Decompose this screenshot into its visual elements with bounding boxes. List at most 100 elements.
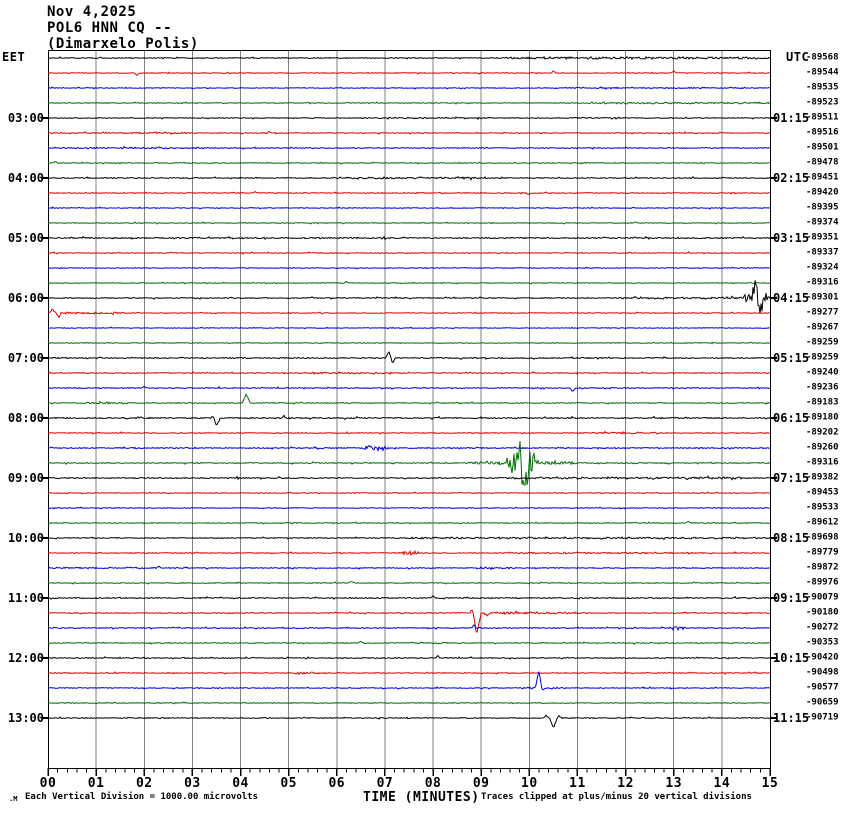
x-tick-label: 04 bbox=[232, 776, 249, 791]
trace-row-0745 bbox=[47, 393, 770, 405]
trace-offset-label: -89511 bbox=[806, 112, 839, 123]
trace-row-1215 bbox=[48, 671, 770, 676]
trace-offset-label: -89180 bbox=[806, 412, 839, 423]
x-tick-label: 00 bbox=[39, 776, 57, 791]
trace-row-1200 bbox=[47, 655, 771, 660]
trace-offset-label: -89267 bbox=[806, 322, 839, 333]
trace-offset-label: -89316 bbox=[806, 277, 839, 288]
trace-row-0545 bbox=[47, 280, 770, 285]
trace-offset-label: -89277 bbox=[806, 307, 839, 318]
trace-offset-label: -89453 bbox=[806, 487, 839, 498]
trace-offset-label: -89301 bbox=[806, 292, 839, 303]
trace-offset-label: -89533 bbox=[806, 502, 839, 513]
trace-row-0200 bbox=[47, 55, 771, 61]
trace-offset-label: -89382 bbox=[806, 472, 839, 483]
trace-offset-label: -89395 bbox=[806, 202, 839, 213]
x-tick-label: 06 bbox=[328, 776, 346, 791]
trace-offset-label: -89236 bbox=[806, 382, 839, 393]
eet-hour-label: 11:00 bbox=[7, 591, 44, 605]
trace-row-0430 bbox=[47, 206, 770, 210]
right-axis-header: UTC bbox=[786, 50, 810, 64]
utc-hour-label: 01:15 bbox=[773, 111, 810, 125]
micro-symbol: .M bbox=[9, 795, 18, 803]
trace-offset-label: -89568 bbox=[806, 52, 839, 63]
eet-hour-label: 07:00 bbox=[7, 351, 44, 365]
x-tick-label: 10 bbox=[521, 776, 538, 791]
x-tick-label: 15 bbox=[761, 776, 779, 791]
trace-offset-label: -90719 bbox=[806, 712, 839, 723]
trace-offset-label: -89316 bbox=[806, 457, 839, 468]
trace-row-0500 bbox=[47, 235, 771, 241]
trace-offset-label: -90272 bbox=[806, 622, 839, 633]
trace-offset-label: -90180 bbox=[806, 607, 839, 618]
trace-offset-label: -89324 bbox=[806, 262, 839, 273]
trace-row-0700 bbox=[47, 351, 771, 364]
title-station: POL6 HNN CQ -- bbox=[47, 20, 173, 36]
trace-row-1300 bbox=[47, 714, 771, 728]
trace-offset-label: -89523 bbox=[806, 97, 839, 108]
trace-row-0215 bbox=[47, 70, 771, 76]
eet-hour-label: 04:00 bbox=[7, 171, 44, 185]
trace-row-1115 bbox=[47, 609, 771, 634]
title-location: (Dimarxelo Polis) bbox=[47, 36, 199, 52]
trace-row-1145 bbox=[47, 640, 771, 645]
trace-row-1130 bbox=[48, 624, 771, 632]
trace-row-0845 bbox=[47, 440, 771, 486]
trace-row-1100 bbox=[48, 595, 771, 600]
trace-row-0400 bbox=[47, 175, 771, 181]
trace-row-1015 bbox=[47, 549, 771, 556]
eet-hour-label: 05:00 bbox=[7, 231, 44, 245]
trace-offset-label: -89698 bbox=[806, 532, 839, 543]
utc-hour-label: 08:15 bbox=[773, 531, 810, 545]
trace-offset-label: -89451 bbox=[806, 172, 839, 183]
trace-row-0930 bbox=[47, 506, 771, 510]
trace-offset-label: -89260 bbox=[806, 442, 839, 453]
trace-offset-label: -89501 bbox=[806, 142, 839, 153]
plot-frame bbox=[48, 50, 771, 769]
trace-offset-label: -90498 bbox=[806, 667, 839, 678]
trace-row-0230 bbox=[47, 86, 771, 90]
trace-offset-label: -89420 bbox=[806, 187, 839, 198]
trace-row-0915 bbox=[47, 491, 771, 495]
trace-row-0715 bbox=[47, 371, 770, 376]
trace-offset-label: -89516 bbox=[806, 127, 839, 138]
utc-hour-label: 02:15 bbox=[773, 171, 810, 185]
eet-hour-label: 08:00 bbox=[7, 411, 44, 425]
utc-hour-label: 07:15 bbox=[773, 471, 810, 485]
trace-offset-label: -89337 bbox=[806, 247, 839, 258]
trace-row-0300 bbox=[47, 116, 771, 121]
trace-offset-label: -90420 bbox=[806, 652, 839, 663]
x-tick-label: 13 bbox=[665, 776, 683, 791]
x-tick-label: 02 bbox=[135, 776, 153, 791]
trace-row-1000 bbox=[47, 536, 771, 541]
trace-offset-label: -89259 bbox=[806, 352, 839, 363]
trace-row-0645 bbox=[47, 341, 771, 345]
trace-offset-label: -89612 bbox=[806, 517, 839, 528]
trace-row-0730 bbox=[47, 385, 771, 392]
x-tick-label: 03 bbox=[184, 776, 201, 791]
trace-row-1030 bbox=[47, 565, 771, 571]
trace-row-0800 bbox=[47, 414, 771, 426]
utc-hour-label: 09:15 bbox=[773, 591, 810, 605]
trace-row-0945 bbox=[47, 520, 770, 525]
clip-note: Traces clipped at plus/minus 20 vertical… bbox=[481, 792, 752, 802]
x-tick-label: 11 bbox=[569, 776, 586, 791]
x-tick-label: 01 bbox=[87, 776, 105, 791]
eet-hour-label: 06:00 bbox=[7, 291, 44, 305]
trace-offset-label: -89202 bbox=[806, 427, 839, 438]
trace-offset-label: -89535 bbox=[806, 82, 839, 93]
eet-hour-label: 13:00 bbox=[7, 711, 44, 725]
x-tick-label: 08 bbox=[424, 776, 442, 791]
trace-row-1245 bbox=[47, 701, 771, 705]
x-tick-label: 14 bbox=[713, 776, 731, 791]
trace-offset-label: -90353 bbox=[806, 637, 839, 648]
trace-offset-label: -89872 bbox=[806, 562, 839, 573]
trace-row-1230 bbox=[47, 671, 771, 691]
trace-row-0830 bbox=[47, 444, 771, 453]
trace-offset-label: -89976 bbox=[806, 577, 839, 588]
trace-row-0315 bbox=[47, 130, 771, 136]
trace-row-1045 bbox=[47, 581, 771, 585]
x-tick-label: 12 bbox=[617, 776, 634, 791]
